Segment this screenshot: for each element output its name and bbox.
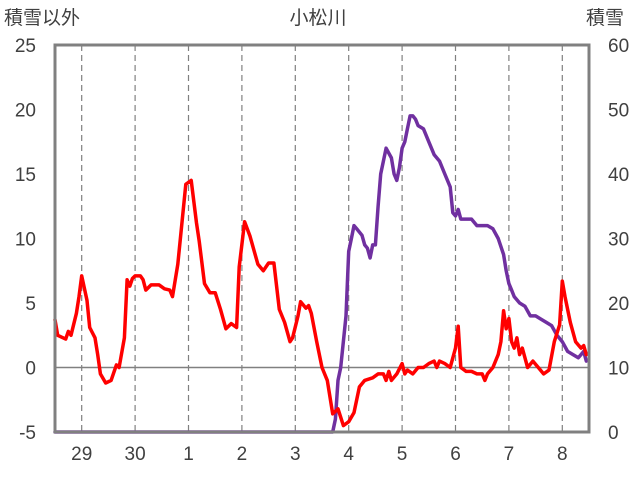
left-tick-label: 25 — [15, 36, 36, 57]
plot-frame — [53, 43, 591, 434]
left-tick-label: 10 — [15, 230, 36, 251]
right-axis: 60 50 40 30 20 10 0 — [608, 36, 629, 444]
x-tick-label: 6 — [450, 444, 461, 465]
series-line-other — [53, 178, 589, 428]
left-tick-label: 5 — [25, 294, 36, 315]
left-axis-label: 積雪以外 — [4, 7, 80, 29]
x-tick-label: 7 — [504, 444, 515, 465]
x-tick-label: 1 — [183, 444, 194, 465]
right-tick-label: 60 — [608, 36, 629, 57]
right-tick-label: 0 — [608, 423, 619, 444]
right-tick-label: 40 — [608, 165, 629, 186]
left-tick-label: 0 — [25, 359, 36, 380]
left-tick-label: -5 — [19, 423, 36, 444]
series-line-snow-depth — [53, 114, 589, 434]
x-tick-label: 30 — [125, 444, 146, 465]
x-tick-label: 3 — [290, 444, 301, 465]
x-tick-label: 29 — [71, 444, 92, 465]
left-tick-label: 20 — [15, 101, 36, 122]
x-tick-label: 5 — [397, 444, 408, 465]
x-tick-label: 8 — [557, 444, 568, 465]
right-tick-label: 50 — [608, 101, 629, 122]
chart-title: 小松川 — [289, 7, 346, 29]
left-axis: 25 20 15 10 5 0 -5 — [15, 36, 36, 444]
x-axis: 29 30 1 2 3 4 5 6 7 8 — [71, 444, 567, 465]
left-tick-label: 15 — [15, 165, 36, 186]
x-tick-label: 2 — [237, 444, 248, 465]
right-axis-label: 積雪 — [586, 7, 624, 29]
series-layer — [53, 114, 589, 434]
right-tick-label: 30 — [608, 230, 629, 251]
right-tick-label: 20 — [608, 294, 629, 315]
x-tick-label: 4 — [343, 444, 354, 465]
right-tick-label: 10 — [608, 359, 629, 380]
grid — [55, 45, 589, 432]
